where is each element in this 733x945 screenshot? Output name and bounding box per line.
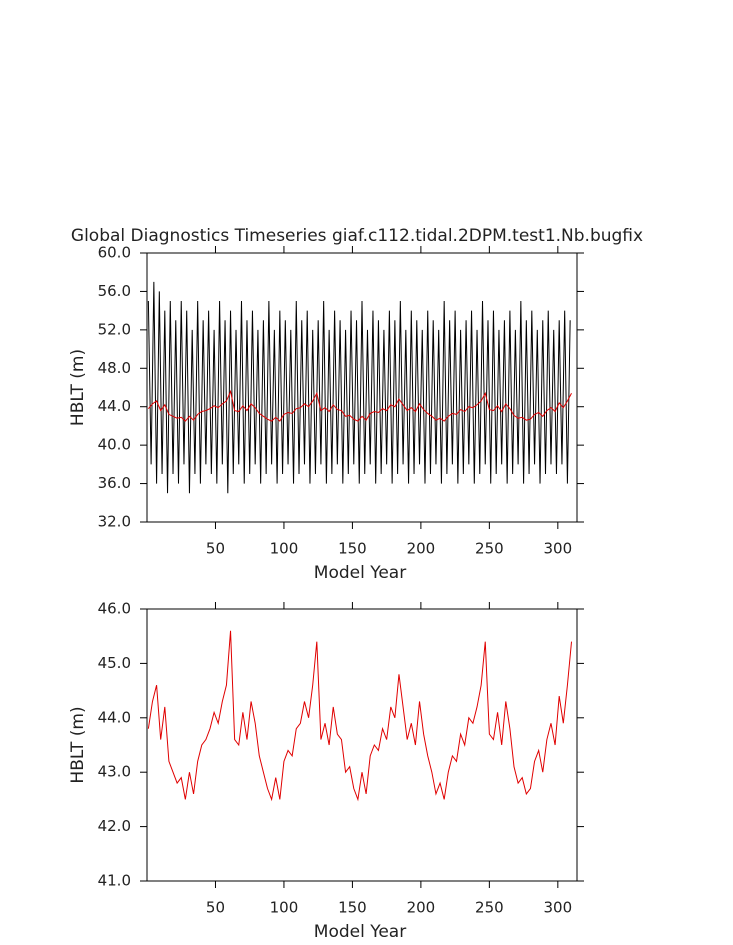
x-tick-label: 50	[206, 899, 225, 917]
x-tick-label: 100	[270, 540, 299, 558]
plot-frame	[146, 252, 578, 523]
plot-frame	[146, 608, 578, 882]
data-line	[147, 630, 573, 802]
y-tick-label: 36.0	[98, 474, 131, 492]
x-tick-label: 150	[338, 899, 367, 917]
x-tick-label: 50	[206, 540, 225, 558]
x-tick-label: 200	[407, 899, 436, 917]
x-tick-label: 100	[270, 899, 299, 917]
x-axis-label: Model Year	[314, 563, 406, 583]
y-tick-label: 56.0	[98, 282, 131, 300]
y-tick-label: 40.0	[98, 436, 131, 454]
x-tick-label: 300	[544, 899, 573, 917]
y-tick-label: 32.0	[98, 513, 131, 531]
x-tick-label: 300	[544, 540, 573, 558]
y-tick-label: 45.0	[98, 654, 131, 672]
chart-title: Global Diagnostics Timeseries giaf.c112.…	[71, 226, 643, 246]
y-tick-label: 44.0	[98, 708, 131, 726]
y-tick-label: 48.0	[98, 359, 131, 377]
x-tick-label: 250	[475, 899, 504, 917]
x-tick-label: 150	[338, 540, 367, 558]
y-tick-label: 52.0	[98, 320, 131, 338]
y-tick-label: 46.0	[98, 600, 131, 618]
y-tick-label: 42.0	[98, 817, 131, 835]
data-line	[147, 281, 571, 494]
data-line	[147, 389, 572, 422]
x-axis-label: Model Year	[314, 922, 406, 942]
y-tick-label: 44.0	[98, 397, 131, 415]
y-tick-label: 43.0	[98, 763, 131, 781]
y-axis-label: HBLT (m)	[68, 349, 88, 426]
y-tick-label: 60.0	[98, 244, 131, 262]
x-tick-label: 200	[407, 540, 436, 558]
y-tick-label: 41.0	[98, 872, 131, 890]
x-tick-label: 250	[475, 540, 504, 558]
y-axis-label: HBLT (m)	[68, 706, 88, 783]
